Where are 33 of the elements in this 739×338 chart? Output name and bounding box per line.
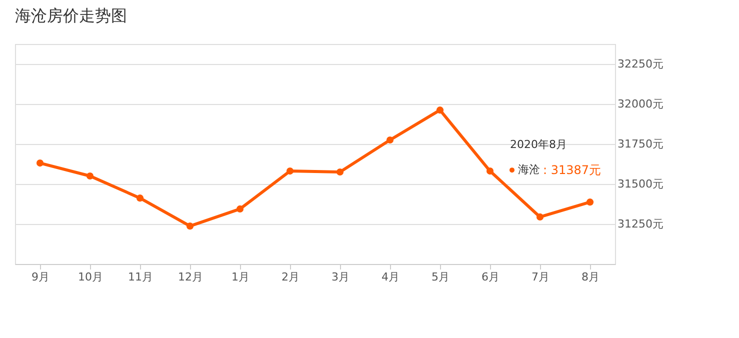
x-tick-label: 7月 <box>532 270 550 284</box>
point <box>36 160 44 167</box>
x-tick-label: 9月 <box>32 270 50 284</box>
x-tick-label: 12月 <box>178 270 203 284</box>
y-tick-label: 32000元 <box>618 98 664 110</box>
point <box>386 136 394 144</box>
annotation: : 31387元 <box>543 163 602 178</box>
point <box>486 168 494 175</box>
point <box>436 106 444 114</box>
point <box>186 222 194 230</box>
point <box>286 168 294 175</box>
point <box>536 213 544 220</box>
y-tick-label: 31500元 <box>618 178 664 190</box>
legend-label: 海沧 <box>518 163 540 176</box>
y-tick-label: 32250元 <box>618 58 664 70</box>
chart-title: 海沧房价走势图 <box>15 6 127 25</box>
x-tick-label: 1月 <box>232 270 250 284</box>
point <box>136 194 144 202</box>
x-tick-label: 10月 <box>78 270 103 284</box>
y-tick-label: 31250元 <box>618 218 664 230</box>
point <box>236 205 244 212</box>
point <box>586 198 594 206</box>
x-tick-label: 3月 <box>332 270 350 284</box>
x-tick-label: 2月 <box>282 270 300 284</box>
x-tick-label: 11月 <box>128 270 153 284</box>
x-tick-label: 8月 <box>582 270 600 284</box>
x-tick-label: 6月 <box>482 270 500 284</box>
y-tick-label: 31750元 <box>618 138 664 150</box>
point <box>86 172 94 180</box>
point <box>336 168 344 176</box>
annotation: 2020年8月 <box>510 138 567 152</box>
x-tick-label: 4月 <box>382 270 400 284</box>
x-tick-label: 5月 <box>432 270 450 284</box>
